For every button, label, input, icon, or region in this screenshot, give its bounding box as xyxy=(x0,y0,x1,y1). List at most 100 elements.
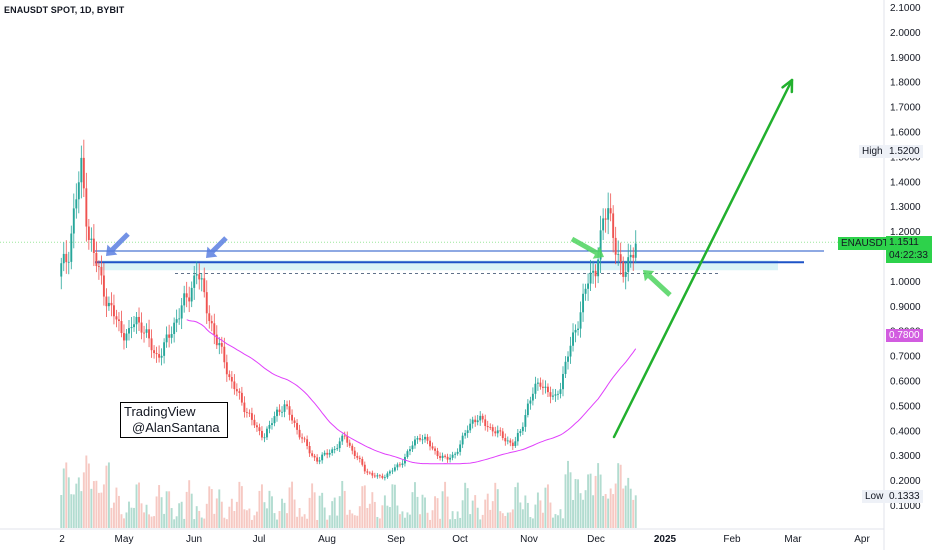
volume-bar xyxy=(634,495,637,528)
volume-bar xyxy=(564,474,567,528)
volume-bar xyxy=(383,495,386,528)
volume-bar xyxy=(140,503,143,528)
candle-body xyxy=(87,226,90,240)
candle-body xyxy=(557,393,559,395)
volume-bar xyxy=(283,502,286,528)
price-tick-label: 0.4000 xyxy=(890,426,921,437)
author-watermark: TradingView @AlanSantana xyxy=(120,402,228,438)
volume-bar xyxy=(203,518,206,528)
volume-bar xyxy=(92,481,95,528)
candle-body xyxy=(148,329,151,339)
volume-bar xyxy=(110,507,113,528)
candle-body xyxy=(210,321,213,324)
candle-body xyxy=(579,312,582,329)
volume-bar xyxy=(163,513,166,528)
price-tick-label: 1.4000 xyxy=(890,177,921,188)
volume-bar xyxy=(466,488,469,528)
volume-bar xyxy=(534,504,537,528)
candle-body xyxy=(271,423,273,425)
last-price-tag: 1.1511 04:22:33 xyxy=(886,236,932,263)
time-tick-label: 2 xyxy=(59,534,65,545)
volume-bar xyxy=(476,507,479,528)
volume-bar xyxy=(464,482,467,528)
candle-body xyxy=(406,451,409,457)
volume-bar xyxy=(416,496,419,528)
volume-bar xyxy=(559,509,562,528)
candle-body xyxy=(599,230,602,260)
volume-bar xyxy=(158,485,161,528)
volume-bar xyxy=(311,483,314,528)
volume-bar xyxy=(165,491,168,528)
candle-body xyxy=(165,334,168,343)
volume-bar xyxy=(97,492,100,528)
candle-body xyxy=(614,237,617,255)
volume-bar xyxy=(376,516,379,528)
candle-body xyxy=(574,329,577,333)
candle-body xyxy=(298,429,301,438)
volume-bar xyxy=(65,462,68,528)
volume-bar xyxy=(102,484,105,528)
volume-bar xyxy=(85,455,88,528)
volume-bar xyxy=(233,510,236,528)
candle-body xyxy=(218,343,221,346)
volume-bar xyxy=(398,514,401,528)
candle-body xyxy=(133,324,135,328)
volume-bar xyxy=(579,493,582,528)
candle-body xyxy=(135,316,138,325)
volume-bar xyxy=(419,514,421,528)
candle-body xyxy=(77,182,80,200)
candle-body xyxy=(263,437,266,439)
volume-bar xyxy=(496,489,499,528)
candle-body xyxy=(569,345,572,357)
volume-bar xyxy=(617,463,620,528)
volume-bar xyxy=(240,486,243,528)
volume-bar xyxy=(273,513,276,528)
volume-bar xyxy=(461,500,464,528)
high-value: 1.5200 xyxy=(886,145,923,158)
volume-bar xyxy=(223,517,226,528)
time-tick-label: Jun xyxy=(186,534,202,545)
candle-body xyxy=(489,427,492,428)
candle-body xyxy=(441,455,444,458)
volume-bar xyxy=(516,482,519,528)
volume-bar xyxy=(456,511,459,528)
candle-body xyxy=(396,464,399,468)
candle-body xyxy=(175,319,178,323)
candle-body xyxy=(138,316,140,323)
chart-title: ENAUSDT SPOT, 1D, BYBIT xyxy=(4,5,125,15)
candle-body xyxy=(286,404,288,407)
volume-bar xyxy=(411,492,414,528)
volume-bar xyxy=(255,511,258,528)
candle-body xyxy=(481,415,484,420)
candle-body xyxy=(255,425,258,428)
candle-body xyxy=(331,449,334,453)
volume-bar xyxy=(582,499,585,528)
candle-body xyxy=(67,261,70,263)
price-levels xyxy=(0,241,884,274)
candle-body xyxy=(245,412,248,413)
ma-value-tag: 0.7800 xyxy=(886,329,923,342)
price-tick-label: 1.7000 xyxy=(890,103,921,114)
volume-bar xyxy=(67,477,70,528)
candle-body xyxy=(336,448,339,450)
candle-body xyxy=(499,430,502,432)
volume-bar xyxy=(288,487,291,528)
candle-body xyxy=(456,451,459,454)
volume-bar xyxy=(346,514,349,528)
candle-body xyxy=(454,453,457,455)
candle-body xyxy=(110,302,113,306)
volume-bar xyxy=(632,499,635,528)
candle-body xyxy=(461,435,464,445)
volume-bar xyxy=(544,487,547,528)
candle-body xyxy=(474,419,477,423)
candle-body xyxy=(363,464,366,472)
candle-body xyxy=(567,356,569,362)
candle-body xyxy=(366,471,369,473)
volume-bar xyxy=(125,512,128,528)
volume-bar xyxy=(627,477,630,528)
candle-body xyxy=(429,440,431,447)
candle-body xyxy=(604,218,607,220)
volume-bar xyxy=(567,460,569,528)
volume-bar xyxy=(481,514,484,528)
